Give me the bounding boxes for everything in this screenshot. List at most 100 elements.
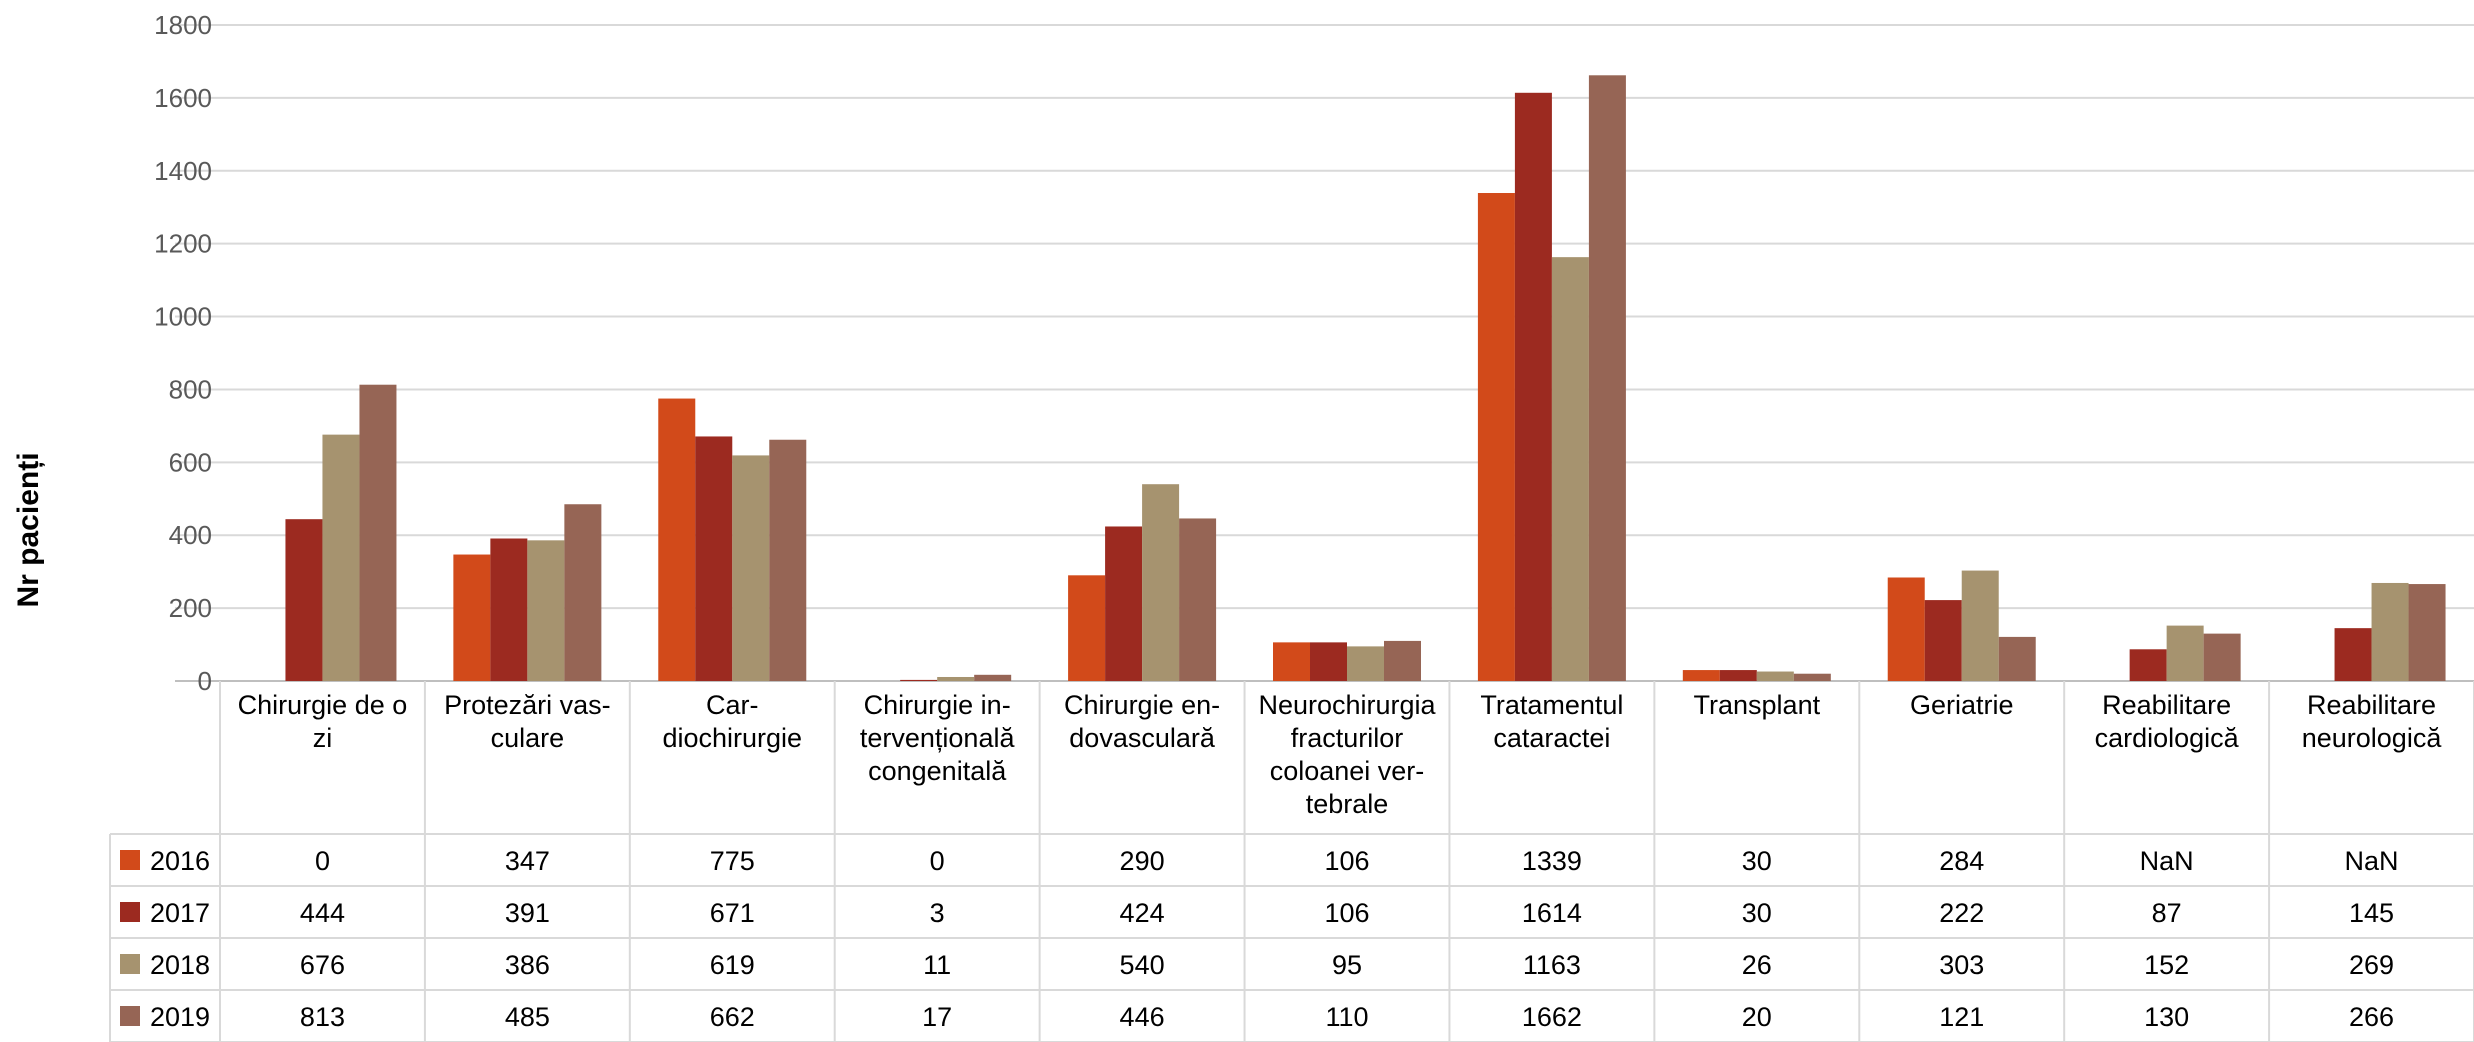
bar — [1887, 577, 1925, 681]
bar — [769, 439, 807, 681]
bar — [564, 504, 602, 681]
category-label: neurologică — [2302, 723, 2443, 753]
data-label: 106 — [1324, 846, 1369, 876]
data-label: 1614 — [1522, 898, 1582, 928]
bar — [322, 434, 360, 681]
bar — [527, 540, 565, 681]
y-axis-label: Nr pacienți — [12, 452, 45, 607]
data-label: 11 — [923, 950, 951, 980]
category-label: coloanei ver- — [1270, 756, 1425, 786]
y-tick-label: 400 — [169, 520, 212, 550]
bar — [1179, 518, 1217, 681]
bar — [1588, 75, 1626, 681]
bar — [2408, 584, 2446, 681]
data-label: 424 — [1120, 898, 1165, 928]
data-label: 1163 — [1523, 950, 1581, 980]
data-label: 391 — [505, 898, 550, 928]
data-label: 347 — [505, 846, 550, 876]
bar — [1273, 642, 1310, 681]
bars — [285, 75, 2446, 681]
bar — [1682, 670, 1720, 681]
legend-label: 2019 — [150, 1002, 210, 1032]
data-table: Chirurgie de ozi Protezări vas-culare Car-… — [109, 681, 2474, 1042]
legend-swatch — [120, 1006, 140, 1026]
bar — [1068, 575, 1106, 681]
category-label: Reabilitare — [2307, 690, 2436, 720]
category-label: Tratamentul — [1480, 690, 1623, 720]
data-label: 3 — [930, 898, 945, 928]
data-label: 775 — [710, 846, 755, 876]
category-label: dovasculară — [1069, 723, 1216, 753]
data-label: 121 — [1939, 1002, 1984, 1032]
bar — [658, 398, 696, 681]
bar — [2334, 628, 2372, 681]
bar — [732, 455, 770, 681]
legend-swatch — [120, 954, 140, 974]
data-label: 152 — [2144, 950, 2189, 980]
bar — [453, 554, 491, 681]
y-tick-label: 0 — [198, 666, 212, 696]
data-label: NaN — [2140, 846, 2194, 876]
data-label: 386 — [505, 950, 550, 980]
category-label: Neurochirurgia — [1258, 690, 1436, 720]
category-label: cataractei — [1493, 723, 1610, 753]
data-label: 145 — [2349, 898, 2394, 928]
y-tick-label: 800 — [169, 374, 212, 404]
bar — [285, 519, 323, 681]
data-label: 1662 — [1522, 1002, 1582, 1032]
category-label: Protezări vas- — [444, 690, 611, 720]
bar — [2371, 582, 2409, 681]
data-label: 446 — [1120, 1002, 1165, 1032]
data-label: 619 — [710, 950, 755, 980]
bar — [1551, 257, 1589, 681]
category-label: Chirurgie en- — [1064, 690, 1220, 720]
category-label: culare — [491, 723, 565, 753]
data-label: 26 — [1742, 950, 1772, 980]
category-label: congenitală — [868, 756, 1007, 786]
data-label: 284 — [1939, 846, 1984, 876]
category-label: tervențională — [860, 723, 1016, 753]
bar — [1347, 646, 1384, 681]
data-label: 30 — [1742, 898, 1772, 928]
category-label: tebrale — [1306, 789, 1389, 819]
y-tick-label: 1400 — [154, 156, 212, 186]
data-label: 30 — [1742, 846, 1772, 876]
bar — [900, 679, 938, 681]
data-label: 303 — [1939, 950, 1984, 980]
data-label: 1339 — [1522, 846, 1582, 876]
y-tick-label: 1600 — [154, 83, 212, 113]
data-label: 95 — [1332, 950, 1362, 980]
legend-label: 2017 — [150, 898, 210, 928]
category-label: zi — [313, 723, 333, 753]
data-label: 17 — [922, 1002, 952, 1032]
data-label: 0 — [930, 846, 945, 876]
data-label: 0 — [315, 846, 330, 876]
bar — [937, 676, 975, 681]
bar — [1961, 570, 1999, 681]
category-label: Chirurgie in- — [864, 690, 1011, 720]
category-label: cardiologică — [2095, 723, 2240, 753]
bar — [1384, 640, 1421, 681]
category-label: diochirurgie — [662, 723, 802, 753]
data-label: NaN — [2345, 846, 2399, 876]
bar — [1998, 636, 2036, 681]
bar — [1756, 671, 1794, 681]
y-tick-label: 1000 — [154, 302, 212, 332]
category-label: Reabilitare — [2102, 690, 2231, 720]
legend-swatch — [120, 902, 140, 922]
data-label: 106 — [1324, 898, 1369, 928]
data-label: 676 — [300, 950, 345, 980]
data-label: 20 — [1742, 1002, 1772, 1032]
data-label: 222 — [1939, 898, 1984, 928]
bar — [695, 436, 733, 681]
bar — [1310, 642, 1347, 681]
data-label: 110 — [1325, 1002, 1368, 1032]
bar — [2129, 649, 2167, 681]
category-label: Car- — [706, 690, 759, 720]
y-tick-label: 1200 — [154, 229, 212, 259]
legend-label: 2018 — [150, 950, 210, 980]
legend-swatch — [120, 850, 140, 870]
category-label: Transplant — [1694, 690, 1821, 720]
data-label: 444 — [300, 898, 345, 928]
category-label: Chirurgie de o — [238, 690, 408, 720]
